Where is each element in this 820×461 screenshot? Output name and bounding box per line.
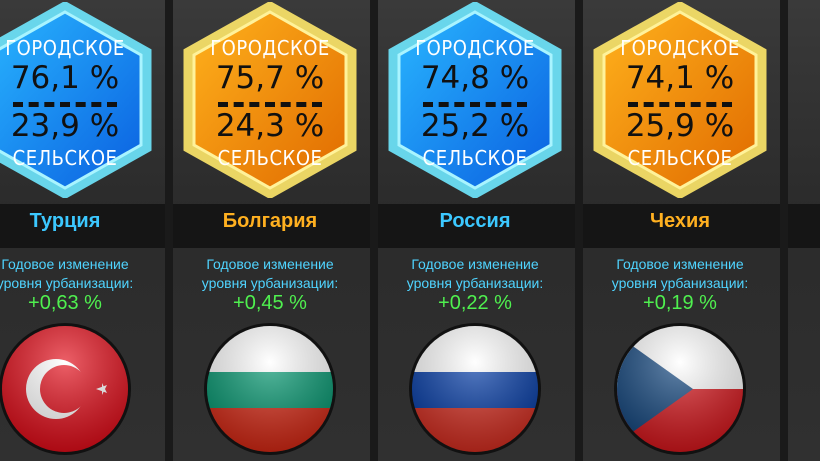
divider-dashes [13, 102, 117, 107]
country-name: Турция [29, 210, 101, 232]
urban-label: ГОРОДСКОЕ [620, 36, 740, 60]
column-separator [165, 0, 173, 461]
annual-change-value: +0,22 % [438, 292, 512, 314]
country-card: ГОРОДСКОЕ 74,8 % 25,2 % СЕЛЬСКОЕ Россия … [375, 0, 575, 461]
rural-label: СЕЛЬСКОЕ [422, 146, 528, 170]
divider-dashes [628, 102, 732, 107]
name-bar [580, 204, 780, 248]
urbanization-hexagon: ГОРОДСКОЕ 76,1 % 23,9 % СЕЛЬСКОЕ [0, 2, 153, 198]
urban-label: ГОРОДСКОЕ [210, 36, 330, 60]
column-separator [370, 0, 378, 461]
urbanization-hexagon: ГОРОДСКОЕ 74,1 % 25,9 % СЕЛЬСКОЕ [592, 2, 768, 198]
rural-percent: 23,9 % [10, 108, 120, 144]
bulgaria-flag-icon [203, 322, 337, 456]
czech-flag-icon [613, 322, 747, 456]
rural-label: СЕЛЬСКОЕ [217, 146, 323, 170]
annual-change-label: Годовое изменение уровня урбанизации: [0, 256, 134, 291]
annual-change-label: Годовое изменение уровня урбанизации: [406, 256, 544, 291]
urban-percent: 74,1 % [625, 60, 735, 96]
column-separator [575, 0, 583, 461]
annual-change-label: Годовое изменение уровня урбанизации: [611, 256, 749, 291]
urban-label: ГОРОДСКОЕ [415, 36, 535, 60]
urbanization-hexagon: ГОРОДСКОЕ 75,7 % 24,3 % СЕЛЬСКОЕ [182, 2, 358, 198]
rural-label: СЕЛЬСКОЕ [12, 146, 118, 170]
country-name: Чехия [650, 210, 710, 232]
annual-change-value: +0,19 % [643, 292, 717, 314]
name-bar [170, 204, 370, 248]
annual-change-value: +0,63 % [28, 292, 102, 314]
rural-percent: 25,2 % [420, 108, 530, 144]
urban-label: ГОРОДСКОЕ [5, 36, 125, 60]
russia-flag-icon [408, 322, 542, 456]
rural-percent: 24,3 % [215, 108, 325, 144]
divider-dashes [218, 102, 322, 107]
name-bar [375, 204, 575, 248]
country-card: ГОРОДСКОЕ 75,7 % 24,3 % СЕЛЬСКОЕ Болгари… [170, 0, 370, 461]
turkey-flag-icon [0, 322, 132, 456]
column-separator [780, 0, 788, 461]
urbanization-hexagon: ГОРОДСКОЕ 74,8 % 25,2 % СЕЛЬСКОЕ [387, 2, 563, 198]
annual-change-label: Годовое изменение уровня урбанизации: [201, 256, 339, 291]
name-bar [0, 204, 165, 248]
divider-dashes [423, 102, 527, 107]
name-bar [785, 204, 820, 248]
urban-percent: 75,7 % [215, 60, 325, 96]
country-name: Болгария [222, 210, 318, 232]
urban-percent: 74,8 % [420, 60, 530, 96]
country-card: ГОРОДСКОЕ 74,1 % 25,9 % СЕЛЬСКОЕ Чехия Г… [580, 0, 780, 461]
country-card-partial [785, 0, 820, 461]
country-name: Россия [439, 210, 511, 232]
urban-percent: 76,1 % [10, 60, 120, 96]
rural-percent: 25,9 % [625, 108, 735, 144]
annual-change-value: +0,45 % [233, 292, 307, 314]
rural-label: СЕЛЬСКОЕ [627, 146, 733, 170]
country-card: ГОРОДСКОЕ 76,1 % 23,9 % СЕЛЬСКОЕ Турция … [0, 0, 165, 461]
